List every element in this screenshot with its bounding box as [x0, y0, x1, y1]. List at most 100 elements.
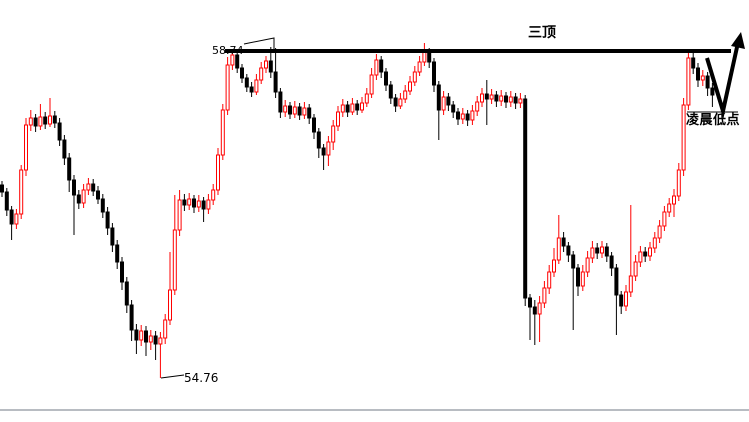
candle — [240, 64, 244, 83]
candle — [33, 114, 38, 132]
candle — [528, 294, 532, 340]
candle — [292, 101, 297, 118]
candle — [652, 232, 657, 253]
candle — [81, 184, 86, 208]
candle — [696, 63, 700, 87]
candle — [662, 206, 667, 231]
candle — [340, 99, 345, 117]
candle — [504, 92, 508, 108]
candle — [273, 48, 278, 98]
candle — [585, 251, 590, 277]
candle — [451, 101, 456, 118]
candle — [302, 102, 307, 119]
candle — [561, 232, 566, 252]
candle — [254, 74, 259, 95]
candle — [196, 195, 201, 212]
candle — [283, 100, 288, 117]
candle — [216, 148, 220, 195]
candle — [643, 247, 648, 262]
candle — [220, 104, 225, 160]
candle — [336, 106, 340, 131]
candle — [316, 128, 321, 158]
candle — [211, 184, 216, 205]
candle — [124, 277, 129, 313]
candle — [484, 80, 489, 125]
candle — [432, 58, 436, 92]
candle — [494, 91, 499, 107]
candle — [48, 98, 52, 127]
candle — [278, 88, 283, 118]
candle — [14, 209, 19, 229]
candle — [192, 195, 196, 213]
candle — [244, 74, 249, 92]
candle — [345, 101, 350, 117]
candle — [110, 223, 115, 252]
candle — [355, 100, 360, 115]
candle — [134, 324, 139, 354]
candle — [52, 111, 57, 128]
candle — [259, 62, 264, 84]
swing-low-price-label: 54.76 — [184, 371, 219, 385]
candle — [67, 153, 72, 192]
candle — [163, 314, 168, 344]
candle — [566, 242, 571, 262]
candle — [120, 257, 124, 290]
candle — [182, 194, 187, 211]
candle — [446, 93, 451, 111]
candle — [144, 326, 148, 356]
candle — [619, 291, 624, 314]
candle — [187, 193, 192, 210]
candle — [96, 186, 100, 204]
candle — [105, 207, 110, 235]
candle — [297, 103, 302, 120]
candle — [672, 189, 676, 217]
candle — [312, 114, 316, 139]
candle — [76, 190, 81, 209]
resistance-price-label: 58.74 — [212, 44, 244, 57]
candle — [38, 104, 43, 130]
candle — [595, 243, 600, 259]
candle — [633, 255, 638, 281]
candle — [508, 91, 513, 107]
bottom-window-border — [0, 409, 749, 411]
candle — [153, 331, 158, 360]
candle — [624, 285, 628, 311]
candle — [326, 136, 331, 166]
candle — [710, 83, 715, 107]
candle — [537, 296, 542, 342]
candle — [590, 241, 595, 263]
triple-top-label: 三顶 — [528, 24, 556, 40]
candle — [580, 265, 585, 291]
candle — [408, 76, 412, 95]
candle — [700, 70, 705, 86]
candle — [600, 241, 604, 258]
candle — [705, 72, 710, 96]
candle — [331, 120, 336, 150]
candle — [201, 197, 206, 222]
candle — [91, 179, 96, 196]
candle — [268, 47, 273, 78]
candle — [168, 252, 172, 325]
candle — [614, 264, 619, 335]
candle — [475, 96, 480, 116]
candle — [412, 66, 417, 86]
candle — [0, 181, 4, 197]
candle — [556, 215, 561, 264]
candle — [206, 194, 211, 214]
candle — [148, 330, 153, 350]
candle — [100, 194, 105, 218]
candle — [470, 105, 475, 125]
candle — [139, 325, 144, 346]
candle — [676, 163, 681, 201]
candle — [360, 97, 364, 113]
candle — [427, 48, 432, 68]
candle — [667, 198, 672, 217]
candle — [422, 43, 427, 66]
candle — [43, 112, 48, 129]
candle — [441, 91, 446, 115]
candle — [628, 205, 633, 297]
candle — [388, 81, 393, 104]
candle — [177, 190, 182, 236]
candle — [604, 243, 609, 262]
